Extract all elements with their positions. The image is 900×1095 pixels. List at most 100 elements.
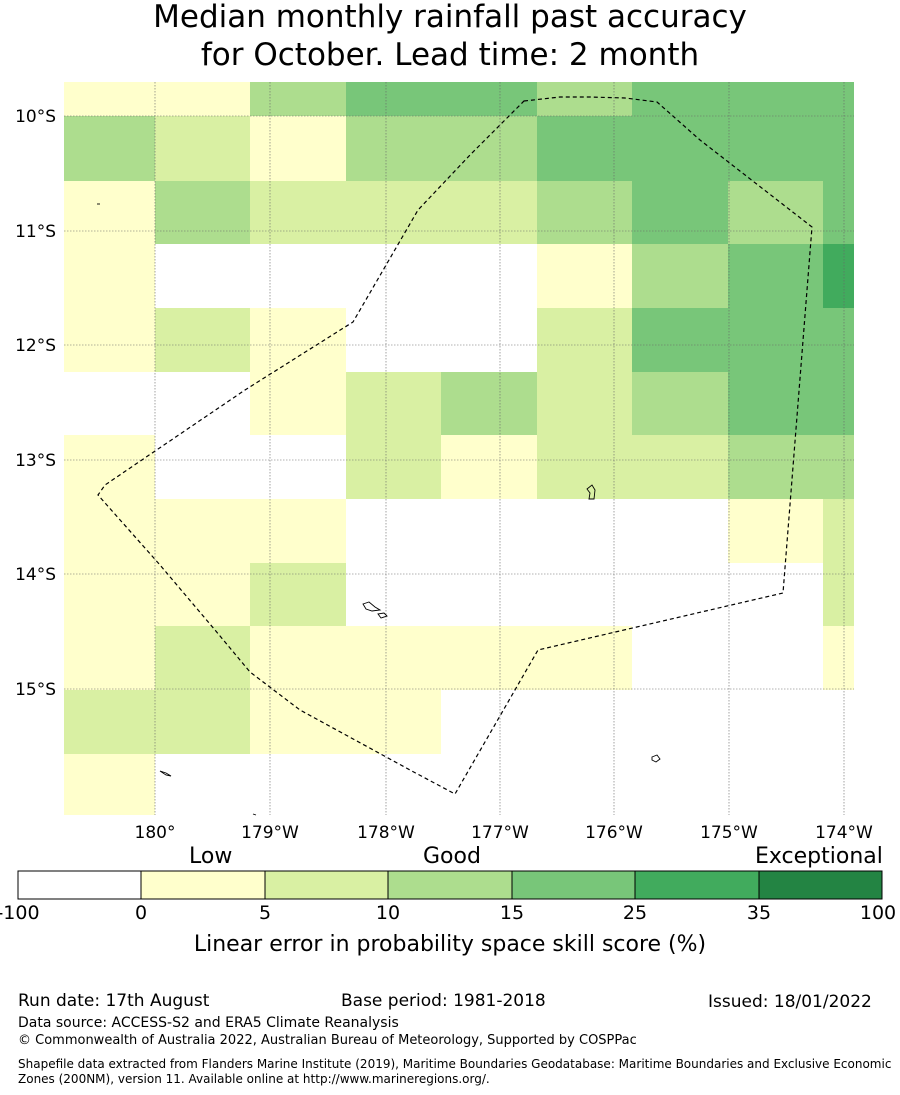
grid-cell <box>632 244 728 308</box>
grid-cell <box>537 754 632 815</box>
grid-cell <box>537 181 632 244</box>
grid-cell <box>346 563 441 626</box>
grid-cell <box>250 499 346 563</box>
grid-cell <box>155 563 250 626</box>
grid-cell <box>155 116 250 181</box>
grid-cell <box>632 754 728 815</box>
lat-label: 10°S <box>15 107 56 127</box>
grid-cell <box>346 116 441 181</box>
grid-cell <box>155 181 250 244</box>
grid-cell <box>632 499 728 563</box>
grid-cell <box>728 626 823 690</box>
grid-cell <box>632 626 728 690</box>
copyright-notice: © Commonwealth of Australia 2022, Austra… <box>18 1033 637 1048</box>
colorbar-tick: 15 <box>499 902 525 924</box>
colorbar-segment <box>264 870 389 900</box>
grid-cell <box>250 244 346 308</box>
colorbar-segment <box>634 870 760 900</box>
grid-cell <box>250 308 346 372</box>
grid-cell <box>728 690 823 754</box>
lon-label: 179°W <box>241 823 299 843</box>
grid-cell <box>155 372 250 435</box>
lat-label: 13°S <box>15 451 56 471</box>
shapefile-credit: Shapefile data extracted from Flanders M… <box>18 1057 892 1086</box>
grid-cell <box>155 754 250 815</box>
grid-cell <box>441 308 537 372</box>
grid-cell <box>441 244 537 308</box>
grid-cell <box>728 435 823 499</box>
grid-cell <box>728 754 823 815</box>
grid-cell <box>632 690 728 754</box>
grid-cell <box>537 244 632 308</box>
skill-score-grid <box>64 82 854 815</box>
grid-cell <box>346 308 441 372</box>
grid-cell <box>441 754 537 815</box>
grid-cell <box>64 626 155 690</box>
grid-cell <box>728 82 823 116</box>
colorbar-tick: 100 <box>859 902 897 924</box>
grid-cell <box>823 499 854 563</box>
lat-axis-labels: 10°S 11°S 12°S 13°S 14°S 15°S <box>15 107 56 700</box>
grid-cell <box>632 308 728 372</box>
grid-cell <box>64 181 155 244</box>
grid-cell <box>537 308 632 372</box>
grid-cell <box>728 499 823 563</box>
grid-cell <box>155 499 250 563</box>
colorbar-tick: 35 <box>746 902 772 924</box>
grid-cell <box>64 563 155 626</box>
grid-cell <box>155 244 250 308</box>
lon-label: 174°W <box>815 823 873 843</box>
map-title-line2: for October. Lead time: 2 month <box>200 37 700 73</box>
grid-cell <box>441 116 537 181</box>
grid-cell <box>250 372 346 435</box>
grid-cell <box>64 308 155 372</box>
grid-cell <box>64 244 155 308</box>
grid-cell <box>632 82 728 116</box>
run-date: Run date: 17th August <box>18 991 210 1011</box>
grid-cell <box>537 499 632 563</box>
lat-label: 12°S <box>15 336 56 356</box>
grid-cell <box>537 372 632 435</box>
issued-date: Issued: 18/01/2022 <box>708 992 872 1012</box>
legend-colorbar <box>17 870 883 900</box>
grid-cell <box>728 372 823 435</box>
grid-cell <box>346 626 441 690</box>
colorbar-tick: -100 <box>0 902 40 924</box>
lon-label: 178°W <box>357 823 415 843</box>
grid-cell <box>537 82 632 116</box>
grid-cell <box>250 690 346 754</box>
lon-label: 176°W <box>585 823 643 843</box>
grid-cell <box>441 435 537 499</box>
grid-cell <box>346 435 441 499</box>
colorbar-segment <box>140 870 266 900</box>
colorbar-tick: 0 <box>134 902 148 924</box>
grid-cell <box>823 82 854 116</box>
grid-cell <box>728 308 823 372</box>
grid-cell <box>346 244 441 308</box>
lat-label: 11°S <box>15 222 56 242</box>
grid-cell <box>64 82 155 116</box>
grid-cell <box>823 181 854 244</box>
grid-cell <box>155 690 250 754</box>
grid-cell <box>64 690 155 754</box>
grid-cell <box>250 82 346 116</box>
grid-cell <box>441 690 537 754</box>
grid-cell <box>441 499 537 563</box>
legend-low-label: Low <box>189 844 233 869</box>
grid-cell <box>155 435 250 499</box>
colorbar-segment <box>387 870 513 900</box>
grid-cell <box>537 690 632 754</box>
grid-cell <box>632 563 728 626</box>
grid-cell <box>250 563 346 626</box>
grid-cell <box>632 435 728 499</box>
grid-cell <box>441 372 537 435</box>
grid-cell <box>537 626 632 690</box>
legend-exceptional-label: Exceptional <box>755 844 883 869</box>
grid-cell <box>823 626 854 690</box>
grid-cell <box>346 82 441 116</box>
grid-cell <box>823 372 854 435</box>
grid-cell <box>64 116 155 181</box>
grid-cell <box>728 181 823 244</box>
colorbar-segment <box>17 870 142 900</box>
colorbar-segment <box>758 870 883 900</box>
